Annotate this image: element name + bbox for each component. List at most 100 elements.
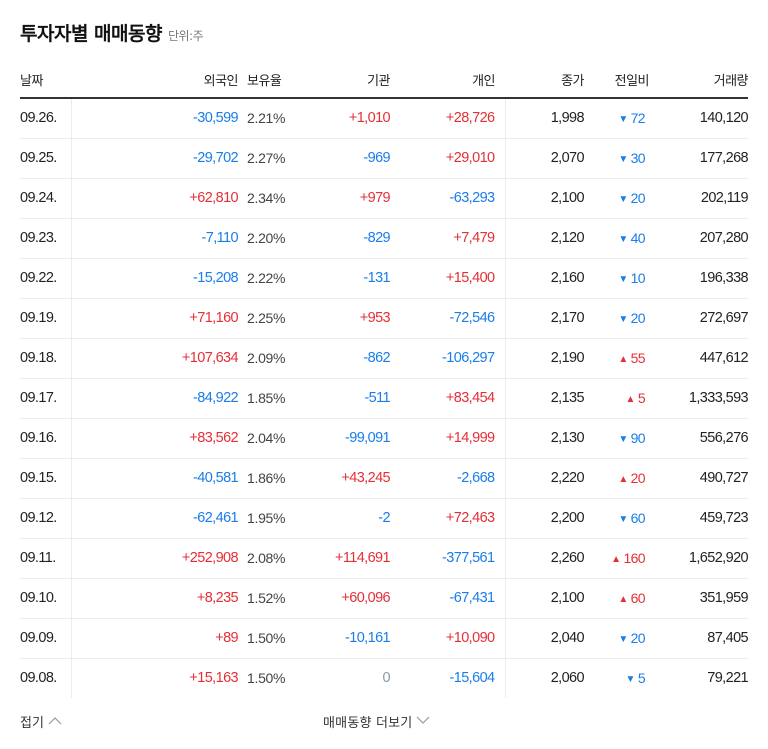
- individual-cell: +14,999: [390, 418, 506, 459]
- change-cell: ▼ 72: [584, 98, 657, 139]
- volume-cell: 459,723: [657, 498, 749, 539]
- institution-cell: -99,091: [314, 418, 391, 459]
- col-header-date: 날짜: [20, 62, 71, 99]
- individual-cell: -63,293: [390, 178, 506, 219]
- table-row: 09.09. +89 1.50% -10,161 +10,090 2,040 ▼ 20 87,4…: [20, 618, 749, 659]
- date-cell: 09.24.: [20, 178, 72, 219]
- ratio-cell: 2.20%: [238, 218, 314, 259]
- individual-cell: +72,463: [390, 498, 506, 539]
- close-cell: 1,998: [505, 98, 585, 139]
- date-cell: 09.26.: [20, 98, 72, 139]
- triangle-down-icon: ▼: [618, 194, 628, 205]
- table-row: 09.19. +71,160 2.25% +953 -72,546 2,170 ▼ 20 272…: [20, 298, 749, 339]
- table-footer: 접기 매매동향 더보기: [0, 704, 768, 740]
- institution-cell: -2: [314, 498, 391, 539]
- col-header-change: 전일비: [584, 62, 657, 99]
- change-cell: ▼ 30: [584, 138, 657, 179]
- institution-cell: -131: [314, 258, 391, 299]
- ratio-cell: 2.21%: [238, 98, 314, 139]
- change-value: 20: [630, 470, 646, 486]
- date-cell: 09.22.: [20, 258, 72, 299]
- institution-cell: -829: [314, 218, 391, 259]
- volume-cell: 351,959: [657, 578, 749, 619]
- individual-cell: -72,546: [390, 298, 506, 339]
- volume-cell: 1,333,593: [657, 378, 749, 419]
- close-cell: 2,130: [505, 418, 585, 459]
- triangle-down-icon: ▼: [618, 154, 628, 165]
- individual-cell: -106,297: [390, 338, 506, 379]
- change-cell: ▲ 55: [584, 338, 657, 379]
- volume-cell: 1,652,920: [657, 538, 749, 579]
- institution-cell: +60,096: [314, 578, 391, 619]
- individual-cell: -2,668: [390, 458, 506, 499]
- ratio-cell: 2.22%: [238, 258, 314, 299]
- date-cell: 09.19.: [20, 298, 72, 339]
- change-value: 30: [630, 150, 646, 166]
- col-header-volume: 거래량: [657, 62, 749, 99]
- close-cell: 2,160: [505, 258, 585, 299]
- foreign-cell: -7,110: [71, 218, 239, 259]
- ratio-cell: 1.50%: [247, 670, 286, 687]
- ratio-cell: 2.09%: [238, 338, 314, 379]
- unit-label: 단위:주: [167, 29, 204, 43]
- individual-cell: +15,400: [390, 258, 506, 299]
- change-cell: ▼ 20: [584, 298, 657, 339]
- close-cell: 2,170: [505, 298, 585, 339]
- date-cell: 09.17.: [20, 378, 72, 419]
- change-value: 5: [637, 670, 646, 687]
- section-title: 투자자별 매매동향: [20, 23, 162, 45]
- table-row: 09.18. +107,634 2.09% -862 -106,297 2,190 ▲ 55 4…: [20, 338, 749, 379]
- change-value: 5: [637, 390, 646, 406]
- institution-cell: -10,161: [314, 618, 391, 659]
- table-row: 09.17. -84,922 1.85% -511 +83,454 2,135 ▲ 5 1,33…: [20, 378, 749, 419]
- change-cell: ▼ 20: [584, 178, 657, 219]
- triangle-down-icon: ▼: [618, 234, 628, 245]
- change-value: 20: [630, 190, 646, 206]
- table-header-row: 날짜 외국인 보유율 기관 개인 종가 전일비 거래량: [20, 62, 749, 99]
- volume-cell: 196,338: [657, 258, 749, 299]
- change-cell: ▼ 5: [584, 658, 657, 698]
- table-row: 09.16. +83,562 2.04% -99,091 +14,999 2,130 ▼ 90…: [20, 418, 749, 459]
- triangle-up-icon: ▲: [611, 554, 621, 565]
- date-cell: 09.10.: [20, 578, 72, 619]
- foreign-cell: +8,235: [71, 578, 239, 619]
- individual-cell: +10,090: [390, 618, 506, 659]
- table-row: 09.25. -29,702 2.27% -969 +29,010 2,070 ▼ 30 177…: [20, 138, 749, 179]
- ratio-cell: 1.50%: [238, 618, 314, 659]
- table-row: 09.08. +15,163 1.50% 0 -15,604 2,060 ▼ 5 79,221: [20, 658, 749, 698]
- individual-cell: +29,010: [390, 138, 506, 179]
- foreign-cell: +71,160: [71, 298, 239, 339]
- institution-cell: +979: [314, 178, 391, 219]
- triangle-down-icon: ▼: [618, 634, 628, 645]
- individual-cell: +83,454: [390, 378, 506, 419]
- foreign-cell: -40,581: [71, 458, 239, 499]
- more-trading-button[interactable]: 매매동향 더보기: [323, 712, 430, 731]
- triangle-down-icon: ▼: [625, 674, 636, 686]
- table-body: 09.26. -30,599 2.21% +1,010 +28,726 1,998 ▼ 72 1…: [20, 98, 749, 698]
- ratio-cell: 1.52%: [238, 578, 314, 619]
- institution-cell: 0: [382, 670, 391, 687]
- date-cell: 09.08.: [20, 658, 72, 698]
- ratio-cell: 2.34%: [238, 178, 314, 219]
- change-cell: ▼ 60: [584, 498, 657, 539]
- change-value: 60: [630, 510, 646, 526]
- date-cell: 09.25.: [20, 138, 72, 179]
- fold-button[interactable]: 접기: [20, 712, 62, 731]
- date-cell: 09.16.: [20, 418, 72, 459]
- change-cell: ▲ 20: [584, 458, 657, 499]
- ratio-cell: 2.25%: [238, 298, 314, 339]
- foreign-cell: +15,163: [189, 670, 238, 687]
- change-cell: ▼ 20: [584, 618, 657, 659]
- triangle-down-icon: ▼: [618, 274, 628, 285]
- volume-cell: 87,405: [657, 618, 749, 659]
- volume-cell: 207,280: [657, 218, 749, 259]
- individual-cell: -67,431: [390, 578, 506, 619]
- foreign-cell: +83,562: [71, 418, 239, 459]
- change-value: 20: [630, 630, 646, 646]
- institution-cell: -862: [314, 338, 391, 379]
- foreign-cell: +89: [71, 618, 239, 659]
- table-row: 09.23. -7,110 2.20% -829 +7,479 2,120 ▼ 40 207,2…: [20, 218, 749, 259]
- more-label: 매매동향 더보기: [323, 716, 413, 731]
- institution-cell: -511: [314, 378, 391, 419]
- triangle-up-icon: ▲: [618, 594, 628, 605]
